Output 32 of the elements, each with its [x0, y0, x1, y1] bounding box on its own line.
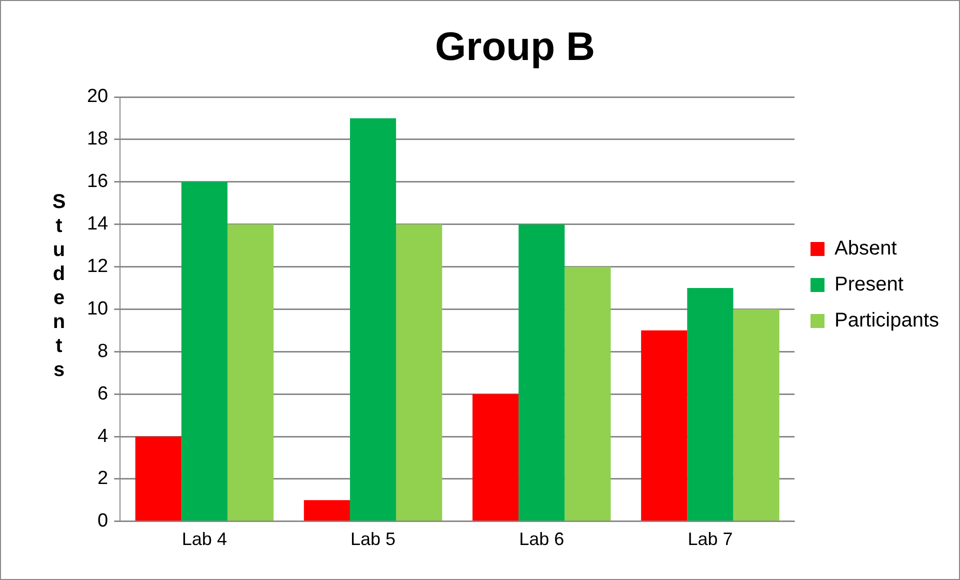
- y-tick-label: 12: [86, 256, 108, 277]
- x-tick-label: Lab 6: [519, 529, 564, 550]
- bar: [350, 118, 396, 521]
- bar: [733, 309, 780, 521]
- legend-label: Absent: [834, 238, 898, 260]
- bar: [181, 182, 228, 521]
- bar: [396, 224, 442, 521]
- x-tick-label: Lab 4: [182, 529, 227, 550]
- y-tick-label: 6: [98, 383, 108, 404]
- bar: [227, 224, 274, 521]
- y-tick-label: 4: [98, 426, 109, 447]
- legend-label: Present: [834, 274, 904, 296]
- x-tick-label: Lab 7: [688, 529, 733, 550]
- bar: [472, 394, 519, 521]
- y-tick-label: 2: [98, 468, 108, 490]
- chart-title: Group B: [435, 25, 595, 70]
- y-axis-title: Students: [48, 191, 70, 383]
- y-tick-label: 10: [86, 298, 108, 320]
- bar: [564, 266, 611, 521]
- y-tick-label: 18: [86, 128, 108, 150]
- bar: [518, 224, 565, 521]
- y-tick-label: 8: [98, 340, 108, 362]
- bar: [687, 288, 734, 521]
- y-tick-label: 16: [86, 171, 108, 192]
- bar: [135, 436, 182, 521]
- y-tick-label: 14: [86, 214, 109, 235]
- y-tick-label: 20: [86, 86, 108, 108]
- x-tick-label: Lab 5: [350, 529, 396, 550]
- bar: [304, 500, 350, 521]
- legend-label: Participants: [834, 310, 940, 332]
- bar: [641, 330, 688, 521]
- y-tick-label: 0: [98, 510, 108, 532]
